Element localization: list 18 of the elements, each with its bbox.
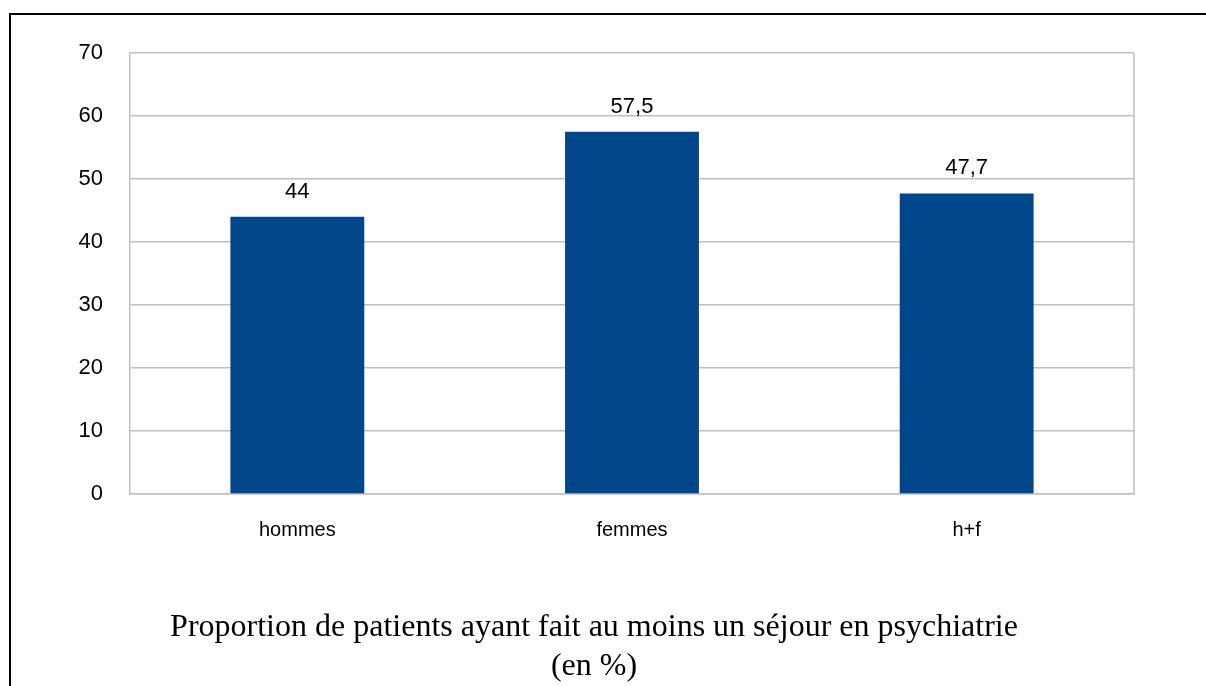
y-tick-label: 0 [90,480,103,506]
y-tick-label: 30 [78,291,103,317]
data-label: 57,5 [610,92,654,118]
bar [565,131,699,494]
x-tick-label: femmes [596,517,668,540]
y-tick-label: 40 [78,228,103,254]
y-tick-label: 50 [78,165,103,191]
bar [230,216,365,494]
x-tick-label: h+f [952,517,982,540]
y-tick-label: 20 [78,354,103,380]
y-tick-label: 60 [78,102,103,128]
data-label: 44 [285,177,310,203]
y-tick-label: 70 [78,39,103,65]
data-label: 47,7 [945,154,989,180]
text: Proportion de patients ayant fait au moins un séjour en psychiatrie (en %) [169,606,1019,684]
y-tick-label: 10 [78,417,103,443]
x-tick-label: hommes [258,517,336,540]
bar [899,193,1034,494]
